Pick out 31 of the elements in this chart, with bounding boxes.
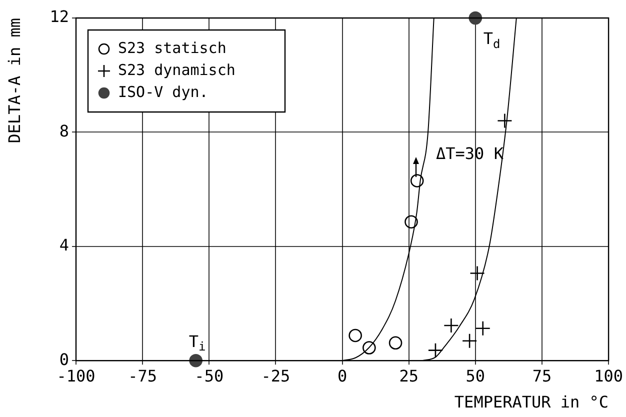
x-tick-label: -100 (56, 366, 96, 386)
x-tick-label: -25 (261, 366, 290, 386)
point (462, 333, 478, 349)
x-tick-label: 100 (594, 366, 624, 386)
point (497, 113, 512, 128)
x-tick-label: -75 (128, 366, 158, 386)
point (388, 336, 402, 350)
point (468, 11, 482, 25)
x-axis-title: TEMPERATUR in °C (454, 392, 609, 412)
y-tick-label: 12 (50, 7, 69, 26)
x-tick-label: 50 (466, 366, 486, 386)
legend-label: S23 dynamisch (118, 60, 236, 79)
legend-label: S23 statisch (118, 38, 226, 57)
x-tick-label: 0 (337, 366, 348, 386)
x-tick-label: 25 (399, 366, 418, 386)
point (475, 320, 491, 336)
x-tick-label: -50 (194, 366, 224, 386)
point (410, 174, 424, 188)
y-tick-label: 4 (59, 236, 69, 255)
y-tick-label: 8 (59, 121, 69, 140)
y-axis-title: DELTA-A in mm (4, 18, 24, 144)
point (444, 318, 459, 334)
point (189, 354, 202, 368)
point (428, 342, 444, 358)
point (348, 328, 362, 342)
point (470, 266, 485, 281)
y-tick-label: 0 (59, 350, 69, 369)
x-tick-label: 75 (532, 366, 552, 386)
point (404, 215, 418, 228)
point (362, 341, 376, 354)
legend-label: ISO-V dyn. (118, 82, 208, 101)
